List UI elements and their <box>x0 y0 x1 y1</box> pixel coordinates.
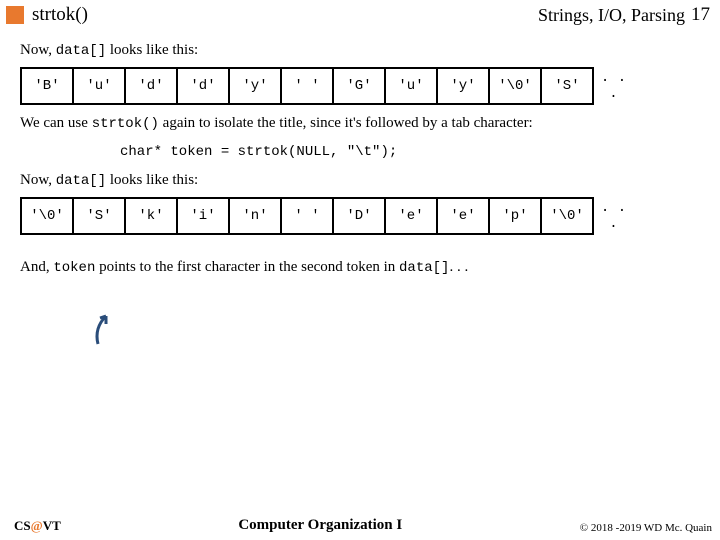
paragraph-1: Now, data[] looks like this: <box>20 42 700 59</box>
char-cell: 'B' <box>21 68 73 104</box>
header-accent-square <box>6 6 24 24</box>
text: We can use <box>20 115 92 131</box>
text: Now, <box>20 42 56 58</box>
footer-course-title: Computer Organization I <box>61 517 580 534</box>
text: And, <box>20 259 53 275</box>
char-array-table-2: '\0' 'S' 'k' 'i' 'n' ' ' 'D' 'e' 'e' 'p'… <box>20 197 633 235</box>
char-cell: 'k' <box>125 198 177 234</box>
code-inline: data[] <box>399 260 449 276</box>
slide-footer: CS@VT Computer Organization I © 2018 -20… <box>0 517 720 536</box>
slide-header: strtok() Strings, I/O, Parsing 17 <box>0 0 720 28</box>
char-cell: 'D' <box>333 198 385 234</box>
char-cell: 'S' <box>541 68 593 104</box>
text: looks like this: <box>106 42 198 58</box>
slide-section: Strings, I/O, Parsing <box>538 5 685 26</box>
char-cell: 'p' <box>489 198 541 234</box>
char-cell: 'n' <box>229 198 281 234</box>
char-cell: 'e' <box>437 198 489 234</box>
char-cell: 'G' <box>333 68 385 104</box>
char-cell: 'd' <box>177 68 229 104</box>
char-cell: '\0' <box>21 198 73 234</box>
text: points to the first character in the sec… <box>95 259 399 275</box>
slide-page-number: 17 <box>691 4 710 26</box>
text: . . . <box>449 259 468 275</box>
char-cell: 'u' <box>385 68 437 104</box>
code-inline: data[] <box>56 43 106 59</box>
char-cell: 'd' <box>125 68 177 104</box>
pointer-arrow-icon <box>88 310 128 350</box>
char-cell: 'u' <box>73 68 125 104</box>
char-cell: 'y' <box>437 68 489 104</box>
code-inline: strtok() <box>92 116 159 132</box>
paragraph-2: We can use strtok() again to isolate the… <box>20 115 700 132</box>
char-cell: 'i' <box>177 198 229 234</box>
ellipsis-cell: . . . <box>593 68 633 104</box>
code-block: char* token = strtok(NULL, "\t"); <box>120 144 700 160</box>
footer-logo: CS@VT <box>14 518 61 534</box>
text: looks like this: <box>106 172 198 188</box>
code-inline: data[] <box>56 173 106 189</box>
char-cell: '\0' <box>541 198 593 234</box>
footer-at: @ <box>31 518 43 533</box>
char-array-table-1: 'B' 'u' 'd' 'd' 'y' ' ' 'G' 'u' 'y' '\0'… <box>20 67 633 105</box>
char-cell: '\0' <box>489 68 541 104</box>
footer-cs: CS <box>14 518 31 533</box>
char-cell: 'e' <box>385 198 437 234</box>
char-cell: ' ' <box>281 68 333 104</box>
char-cell: 'S' <box>73 198 125 234</box>
slide-content: Now, data[] looks like this: 'B' 'u' 'd'… <box>0 28 720 276</box>
footer-copyright: © 2018 -2019 WD Mc. Quain <box>580 522 712 534</box>
code-inline: token <box>53 260 95 276</box>
paragraph-3: Now, data[] looks like this: <box>20 172 700 189</box>
text: Now, <box>20 172 56 188</box>
char-cell: ' ' <box>281 198 333 234</box>
char-cell: 'y' <box>229 68 281 104</box>
ellipsis-cell: . . . <box>593 198 633 234</box>
footer-vt: VT <box>43 518 61 533</box>
paragraph-4: And, token points to the first character… <box>20 259 700 276</box>
text: again to isolate the title, since it's f… <box>159 115 533 131</box>
slide-title: strtok() <box>32 4 538 26</box>
